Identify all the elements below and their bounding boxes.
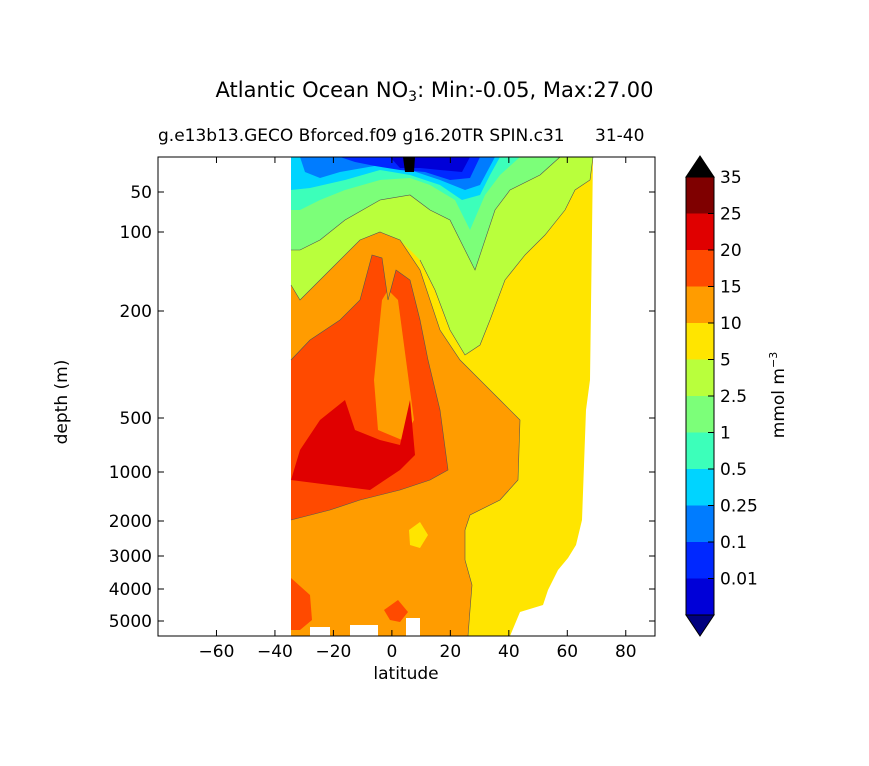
contour-fills: [291, 157, 593, 636]
y-tick-label: 3000: [109, 547, 152, 567]
contour-bottom-25: [291, 578, 312, 630]
y-tick-label: 500: [120, 409, 152, 429]
colorbar-tick-label: 15: [720, 278, 742, 298]
colorbar-tick-label: 25: [720, 205, 742, 225]
bottom-notch-2: [350, 625, 378, 636]
colorbar-tick-label: 0.01: [720, 570, 758, 590]
contour-line: [291, 156, 561, 271]
x-axis-label: latitude: [373, 664, 439, 684]
contour-pocket-15: [409, 522, 428, 548]
chart-subtitle: g.e13b13.GECO Bforced.f09 g16.20TR SPIN.…: [158, 126, 565, 146]
y-tick-label: 50: [130, 183, 152, 203]
colorbar-extend-max: [685, 155, 715, 178]
x-tick-label: 0: [386, 642, 397, 662]
contour-lines: [290, 156, 594, 637]
y-axis: 50 100 200 500 1000 2000 3000 4000 5000: [109, 183, 655, 632]
y-tick-label: 200: [120, 302, 152, 322]
run-label: 31-40: [595, 126, 645, 146]
contour-lens-20: [374, 290, 414, 440]
x-tick-label: 40: [498, 642, 520, 662]
colorbar-bin: [686, 286, 714, 323]
colorbar: 0.01 0.1 0.25 0.5 1 2.5 5 10 15 20 25 35: [685, 155, 758, 637]
y-tick-label: 4000: [109, 580, 152, 600]
colorbar-tick-label: 0.1: [720, 533, 747, 553]
colorbar-bin: [686, 578, 714, 615]
colorbar-bin: [686, 469, 714, 506]
x-tick-label: −40: [257, 642, 293, 662]
colorbar-bin: [686, 542, 714, 579]
colorbar-tick-label: 35: [720, 168, 742, 188]
x-tick-label: 60: [556, 642, 578, 662]
x-axis: −60 −40 −20 0 20 40 60 80: [199, 157, 637, 662]
colorbar-extend-min: [685, 614, 715, 637]
x-tick-label: −60: [199, 642, 235, 662]
contour-bottom-25b: [384, 600, 408, 622]
y-tick-label: 5000: [109, 612, 152, 632]
colorbar-bin: [686, 359, 714, 396]
colorbar-bin: [686, 177, 714, 214]
colorbar-tick-label: 20: [720, 241, 742, 261]
plot-frame: [157, 156, 656, 637]
colorbar-tick-label: 5: [720, 351, 731, 371]
colorbar-bin: [686, 213, 714, 250]
colorbar-tick-label: 1: [720, 424, 731, 444]
contour-region-min: [403, 157, 415, 172]
colorbar-tick-label: 0.25: [720, 497, 758, 517]
y-tick-label: 2000: [109, 512, 152, 532]
contour-line: [290, 254, 449, 521]
y-tick-label: 100: [120, 223, 152, 243]
colorbar-tick-label: 2.5: [720, 387, 747, 407]
colorbar-tick-label: 10: [720, 314, 742, 334]
contour-core-35: [291, 400, 415, 490]
y-tick-label: 1000: [109, 463, 152, 483]
colorbar-bin: [686, 432, 714, 469]
bottom-notch: [310, 627, 330, 636]
colorbar-bin: [686, 323, 714, 360]
x-tick-label: 20: [440, 642, 462, 662]
x-tick-label: 80: [615, 642, 637, 662]
contour-line: [419, 156, 594, 356]
colorbar-bin: [686, 396, 714, 433]
colorbar-tick-label: 0.5: [720, 460, 747, 480]
bottom-notch-3: [406, 618, 420, 636]
chart-title: Atlantic Ocean NO3: Min:-0.05, Max:27.00: [215, 78, 654, 105]
x-tick-label: −20: [315, 642, 351, 662]
colorbar-bin: [686, 505, 714, 542]
contour-line: [290, 231, 521, 637]
colorbar-bin: [686, 250, 714, 287]
